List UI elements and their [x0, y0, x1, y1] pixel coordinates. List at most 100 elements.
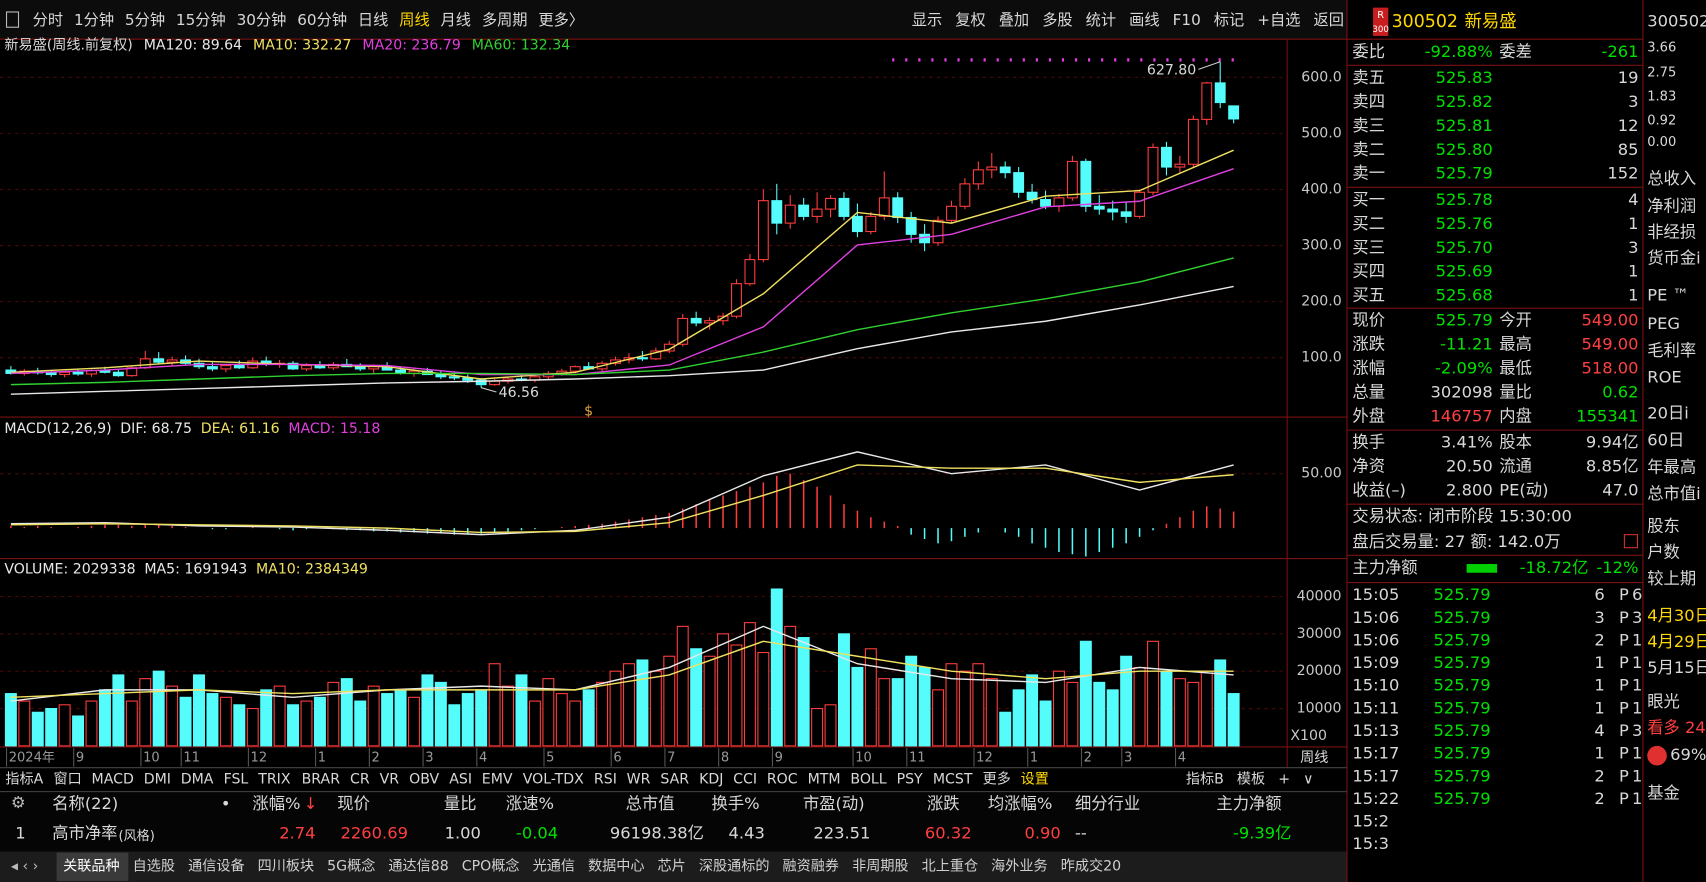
flow-icon[interactable]	[1623, 534, 1638, 549]
flow-label: 主力净额	[1352, 558, 1417, 577]
side-item: 4月29日	[1647, 632, 1706, 651]
volume-bar	[703, 655, 716, 747]
toolbar-button: 返回	[1314, 11, 1344, 29]
candle-body	[72, 371, 84, 375]
toolbar-button: 多股	[1042, 11, 1072, 29]
candle-body	[1174, 163, 1186, 168]
book-price: 525.80	[1436, 140, 1493, 159]
volume-bar	[394, 689, 407, 747]
trade-cell: 4	[1594, 721, 1604, 740]
volume-bar	[784, 625, 797, 747]
sentiment-icon	[1647, 745, 1667, 766]
candle-body	[677, 317, 689, 345]
candle-body	[206, 366, 218, 370]
volume-bar	[273, 685, 286, 747]
volume-bar	[98, 689, 111, 747]
x-tick-label: 10	[855, 750, 872, 765]
menu-icon[interactable]	[5, 11, 20, 28]
field-value: 20.50	[1446, 457, 1493, 476]
sector-tab: 自选股	[133, 859, 175, 875]
x-tick-label: 5	[546, 750, 554, 765]
table-cell: 96198.38亿	[610, 824, 704, 843]
field-value: 518.00	[1581, 359, 1638, 378]
volume-bar	[932, 689, 945, 747]
indicator-tab: 指标A	[5, 772, 43, 788]
candle-body	[999, 166, 1011, 174]
sector-tab: 深股通标的	[699, 858, 770, 875]
volume-bar	[837, 633, 850, 747]
trade-cell: 2	[1594, 789, 1604, 808]
trade-cell: 15:22	[1352, 789, 1399, 808]
sector-tab: 芯片	[658, 859, 686, 875]
volume-bar	[596, 681, 609, 747]
volume-bar	[1200, 670, 1213, 747]
side-item: 4月30日	[1647, 606, 1706, 625]
field-label: 换手	[1352, 433, 1385, 452]
legend-item: MACD: 15.18	[288, 421, 380, 437]
volume-bar	[1187, 681, 1200, 747]
side-item: 0.00	[1647, 135, 1676, 150]
toolbar-button: 画线	[1129, 11, 1159, 29]
candle-body	[220, 365, 232, 370]
settings-icon[interactable]: ⚙	[11, 793, 26, 812]
volume-bar	[1012, 689, 1025, 747]
trade-cell: 1	[1632, 789, 1642, 808]
sector-tab: 关联品种	[63, 859, 119, 875]
field-label: 最高	[1499, 335, 1532, 354]
indicator-tab: KDJ	[699, 772, 723, 788]
side-item: 3.66	[1647, 40, 1676, 55]
trade-cell: 1	[1594, 653, 1604, 672]
field-value: 3.41%	[1441, 433, 1493, 452]
book-price: 525.83	[1436, 68, 1493, 87]
trade-cell: 1	[1632, 766, 1642, 785]
volume-bar	[381, 693, 394, 747]
candle-body	[1053, 197, 1065, 207]
volume-bar	[918, 666, 931, 747]
candle-body	[878, 197, 890, 217]
trade-cell: P	[1619, 744, 1629, 763]
candle-body	[1120, 211, 1132, 217]
candle-body	[919, 233, 931, 244]
selected-tab	[56, 852, 129, 881]
field-value: -261	[1602, 42, 1639, 61]
trade-cell: 1	[1594, 744, 1604, 763]
candle-body	[166, 359, 178, 363]
sector-tab: 四川板块	[258, 859, 314, 875]
candle-body	[892, 197, 904, 219]
book-price: 525.69	[1436, 262, 1493, 281]
side-item: 总市值i	[1647, 484, 1700, 503]
indicator-tab: MCST	[933, 772, 973, 788]
stock-code: 300502	[1392, 12, 1458, 32]
legend-item: MA10: 332.27	[253, 38, 351, 54]
column-header: 换手%	[712, 794, 760, 813]
flow-value: -18.72亿	[1520, 558, 1589, 577]
volume-bar	[85, 700, 98, 747]
field-value: 47.0	[1602, 481, 1638, 500]
indicator-tab: 更多	[983, 771, 1011, 788]
volume-bar	[811, 707, 824, 747]
book-price: 525.79	[1436, 164, 1493, 183]
candle-body	[1013, 172, 1025, 193]
side-item: 0.92	[1647, 113, 1676, 128]
volume-bar	[4, 693, 17, 747]
volume-bar	[717, 633, 730, 747]
signal-icon: $	[584, 404, 593, 420]
sector-tab: 融资融券	[783, 859, 839, 875]
table-cell: 1.00	[445, 824, 481, 843]
table-cell: 223.51	[813, 824, 870, 843]
volume-bar	[260, 689, 273, 747]
side-item: ROE	[1647, 367, 1681, 386]
y-tick-label: 20000	[1297, 663, 1342, 679]
book-label: 卖一	[1352, 164, 1385, 183]
field-label: 今开	[1499, 311, 1532, 330]
trade-cell: 3	[1632, 608, 1642, 627]
volume-bar	[945, 663, 958, 747]
nav-arrows[interactable]: ◂ ‹ ›	[11, 859, 38, 875]
trade-cell: 525.79	[1434, 585, 1491, 604]
indicator-tab: WR	[627, 772, 651, 788]
trade-cell: P	[1619, 630, 1629, 649]
trade-cell: P	[1619, 676, 1629, 695]
table-cell: 0.90	[1024, 824, 1060, 843]
field-value: 0.62	[1602, 383, 1638, 402]
